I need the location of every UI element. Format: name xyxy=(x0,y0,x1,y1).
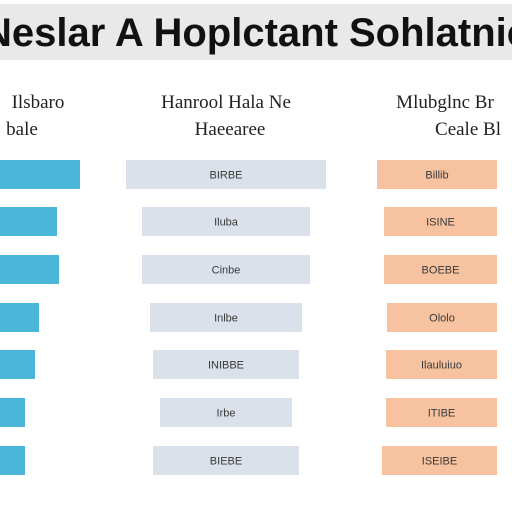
bar-g3-row6 xyxy=(386,398,497,427)
chart-title: Neslar A Hoplctant Sohlatnic xyxy=(0,11,512,55)
bar-label-g2-row7: BIEBE xyxy=(210,456,242,468)
bar-label-g3-row1: Billib xyxy=(425,170,448,182)
bar-label-g2-row5: INIBBE xyxy=(208,360,244,372)
bar-label-g3-row3: BOEBE xyxy=(422,265,460,277)
bar-label-g3-row7: ISEIBE xyxy=(422,456,457,468)
bar-label-g3-row5: Ilauluiuo xyxy=(421,360,462,372)
bar-g3-row7 xyxy=(382,446,497,475)
bar-g2-row1 xyxy=(126,160,326,189)
col1-header-line2: bale xyxy=(6,119,38,140)
col2-header-line1: Hanrool Hala Ne xyxy=(161,92,291,113)
bar-g1-row7 xyxy=(0,446,25,475)
col3-header-line1: Mlubglnc Br xyxy=(396,92,494,113)
bar-g1-row3 xyxy=(0,255,59,284)
bar-g3-row2 xyxy=(384,207,497,236)
bar-g3-row1 xyxy=(377,160,497,189)
bar-label-g3-row2: ISINE xyxy=(426,217,455,229)
bar-label-g2-row6: Irbe xyxy=(217,408,236,420)
title-bar xyxy=(0,4,512,60)
bar-label-g2-row1: BIRBE xyxy=(209,170,242,182)
bar-g1-row5 xyxy=(0,350,35,379)
bar-g2-row5 xyxy=(153,350,299,379)
bar-label-g2-row3: Cinbe xyxy=(212,265,241,277)
bar-g2-row4 xyxy=(150,303,302,332)
bar-g1-row4 xyxy=(0,303,39,332)
bar-g1-row2 xyxy=(0,207,57,236)
bar-g3-row4 xyxy=(387,303,497,332)
bar-label-g2-row2: Iluba xyxy=(214,217,239,229)
bar-label-g3-row4: Ololo xyxy=(429,313,455,325)
bar-g1-row1 xyxy=(0,160,80,189)
bar-g3-row5 xyxy=(386,350,497,379)
bars-layer: BIRBE Iluba Cinbe Inlbe INIBBE Irbe BIEBE Billi… xyxy=(0,160,497,475)
bar-g1-row6 xyxy=(0,398,25,427)
bar-label-g3-row6: ITIBE xyxy=(428,408,456,420)
col1-header-line1: Ilsbaro xyxy=(12,92,65,113)
bar-g2-row3 xyxy=(142,255,310,284)
col3-header-line2: Ceale Bl xyxy=(435,119,501,140)
col2-header-line2: Haeearee xyxy=(195,119,266,140)
bar-g2-row7 xyxy=(153,446,299,475)
bar-g3-row3 xyxy=(384,255,497,284)
bar-g2-row6 xyxy=(160,398,292,427)
bar-label-g2-row4: Inlbe xyxy=(214,313,238,325)
bar-g2-row2 xyxy=(142,207,310,236)
